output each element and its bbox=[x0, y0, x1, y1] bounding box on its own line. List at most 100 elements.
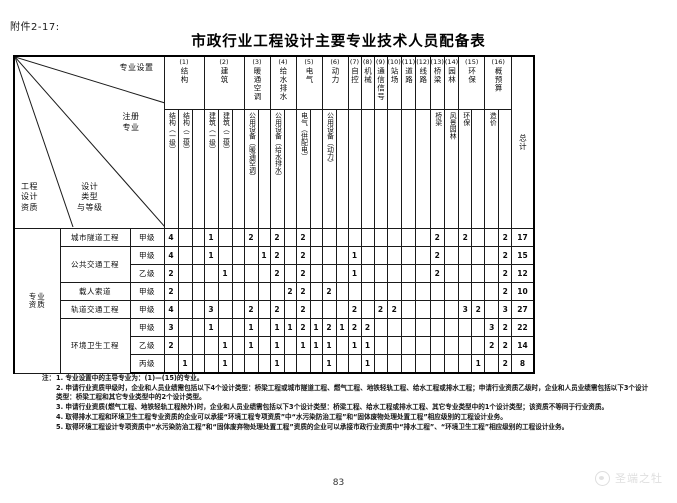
cell-r6-c18 bbox=[386, 318, 402, 337]
cell-r5-c26: 3 bbox=[498, 300, 513, 319]
cell-r4-c25 bbox=[484, 282, 500, 301]
cell-r3-c24 bbox=[471, 264, 486, 283]
cell-r7-c25: 2 bbox=[484, 336, 500, 355]
cell-r2-c4: 1 bbox=[203, 246, 219, 265]
subheader-col-11: 电气（供配电） bbox=[295, 109, 311, 229]
cell-r2-c14 bbox=[335, 246, 349, 265]
cell-r5-c1: 4 bbox=[163, 300, 179, 319]
table-row: 乙级 2 1 1 1 1 1 1 1 1 2 2 14 bbox=[14, 336, 535, 355]
cell-r6-c13: 2 bbox=[321, 318, 337, 337]
cell-r3-c15: 1 bbox=[347, 264, 362, 283]
cell-r4-c6 bbox=[231, 282, 245, 301]
cell-r8-c4 bbox=[203, 354, 219, 374]
cell-r2-c13 bbox=[321, 246, 337, 265]
cell-r8-c25 bbox=[484, 354, 500, 374]
cell-r4-c7 bbox=[243, 282, 259, 301]
cell-r5-c16 bbox=[360, 300, 375, 319]
subheader-col-23: 环保 bbox=[458, 109, 473, 229]
cell-r2-c19 bbox=[400, 246, 417, 265]
cell-r8-c15 bbox=[347, 354, 362, 374]
cell-r1-c7: 2 bbox=[243, 228, 259, 247]
cell-r7-c13: 1 bbox=[321, 336, 337, 355]
cell-r6-c11: 2 bbox=[295, 318, 311, 337]
subheader-col-10 bbox=[283, 109, 297, 229]
cell-r1-c16 bbox=[360, 228, 375, 247]
row-total-5: 27 bbox=[511, 300, 535, 319]
cell-r1-c25 bbox=[484, 228, 500, 247]
cell-r7-c7: 1 bbox=[243, 336, 259, 355]
group-header-8: (8) 机械 bbox=[360, 55, 375, 110]
cell-r7-c3 bbox=[191, 336, 205, 355]
cell-r7-c10 bbox=[283, 336, 297, 355]
cell-r5-c15: 2 bbox=[347, 300, 362, 319]
note-item-2: 2. 申请行业资质甲级时，企业和人员业绩需包括以下4个设计类型：桥梁工程或城市隧… bbox=[56, 383, 649, 402]
cell-r2-c26: 2 bbox=[498, 246, 513, 265]
cell-r7-c20 bbox=[415, 336, 431, 355]
cell-r3-c16 bbox=[360, 264, 375, 283]
cell-r6-c16: 2 bbox=[360, 318, 375, 337]
cell-r1-c5 bbox=[217, 228, 233, 247]
cell-r1-c9: 2 bbox=[269, 228, 285, 247]
cell-r7-c17 bbox=[373, 336, 388, 355]
cell-r3-c12 bbox=[309, 264, 323, 283]
cell-r7-c11: 1 bbox=[295, 336, 311, 355]
cell-r4-c22 bbox=[443, 282, 460, 301]
cell-r3-c18 bbox=[386, 264, 402, 283]
group-header-5: (5) 电气 bbox=[295, 55, 323, 110]
cell-r8-c7 bbox=[243, 354, 259, 374]
group-header-6: (6) 动力 bbox=[321, 55, 349, 110]
note-item-3: 3. 申请行业资质(燃气工程、地铁轻轨工程除外)时，企业和人员业绩需包括以下3个… bbox=[56, 403, 609, 412]
cell-r1-c20 bbox=[415, 228, 431, 247]
cell-r2-c17 bbox=[373, 246, 388, 265]
cell-r3-c6 bbox=[231, 264, 245, 283]
cell-r3-c1: 2 bbox=[163, 264, 179, 283]
cell-r3-c3 bbox=[191, 264, 205, 283]
cell-r2-c25 bbox=[484, 246, 500, 265]
cell-r3-c7 bbox=[243, 264, 259, 283]
cell-r1-c6 bbox=[231, 228, 245, 247]
row-grade-1: 甲级 bbox=[129, 228, 165, 247]
cell-r3-c8 bbox=[257, 264, 271, 283]
subheader-col-17 bbox=[373, 109, 388, 229]
table-row: 公共交通工程 甲级 4 1 1 2 2 1 2 2 15 bbox=[14, 246, 535, 283]
group-header-15: (15) 环保 bbox=[458, 55, 486, 110]
cell-r6-c7: 1 bbox=[243, 318, 259, 337]
table-row: 载人索道 甲级 2 2 2 2 2 10 bbox=[14, 282, 535, 301]
group-header-1: (1) 结构 bbox=[163, 55, 205, 110]
corner-label-design-type-grade: 设计 类型 与等级 bbox=[77, 181, 103, 213]
cell-r4-c9 bbox=[269, 282, 285, 301]
cell-r6-c17 bbox=[373, 318, 388, 337]
row-label-4: 载人索道 bbox=[59, 282, 131, 301]
cell-r2-c20 bbox=[415, 246, 431, 265]
cell-r5-c18: 2 bbox=[386, 300, 402, 319]
row-grade-3: 乙级 bbox=[129, 264, 165, 283]
row-total-4: 10 bbox=[511, 282, 535, 301]
row-grade-2: 甲级 bbox=[129, 246, 165, 265]
cell-r1-c15 bbox=[347, 228, 362, 247]
cell-r5-c8 bbox=[257, 300, 271, 319]
cell-r3-c22 bbox=[443, 264, 460, 283]
cell-r4-c12 bbox=[309, 282, 323, 301]
cell-r7-c26: 2 bbox=[498, 336, 513, 355]
cell-r6-c5 bbox=[217, 318, 233, 337]
subheader-col-25: 造价 bbox=[484, 109, 500, 229]
group-header-12: (12) 线路 bbox=[415, 55, 431, 110]
subheader-col-19 bbox=[400, 109, 417, 229]
cell-r3-c4 bbox=[203, 264, 219, 283]
cell-r8-c22 bbox=[443, 354, 460, 374]
cell-r1-c4: 1 bbox=[203, 228, 219, 247]
row-grade-8: 丙级 bbox=[129, 354, 165, 374]
cell-r2-c11: 2 bbox=[295, 246, 311, 265]
cell-r8-c9: 1 bbox=[269, 354, 285, 374]
row-label-2: 公共交通工程 bbox=[59, 246, 131, 283]
cell-r1-c3 bbox=[191, 228, 205, 247]
cell-r7-c6 bbox=[231, 336, 245, 355]
cell-r4-c3 bbox=[191, 282, 205, 301]
cell-r2-c22 bbox=[443, 246, 460, 265]
subheader-col-4: 建筑（一级） bbox=[203, 109, 219, 229]
notes-list: 1. 专业设置中的主导专业为：(1)—(15)的专业。 2. 申请行业资质甲级时，… bbox=[42, 374, 654, 432]
cell-r8-c13: 1 bbox=[321, 354, 337, 374]
subheader-col-15 bbox=[347, 109, 362, 229]
cell-r8-c6 bbox=[231, 354, 245, 374]
group-header-16: (16) 概预算 bbox=[484, 55, 513, 110]
